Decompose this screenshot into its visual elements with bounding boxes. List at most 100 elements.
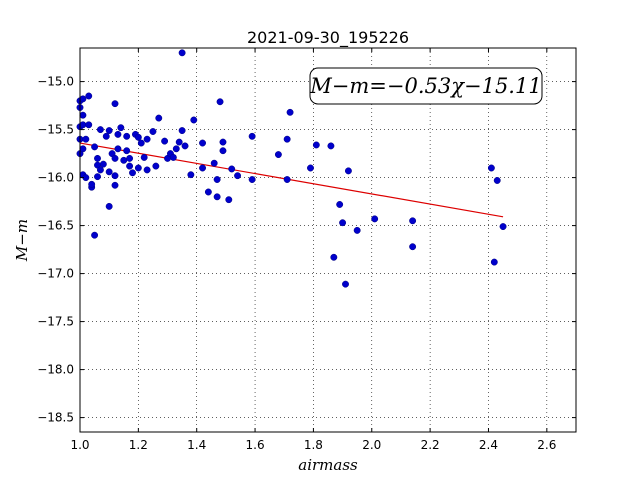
data-point [344, 167, 352, 175]
data-point [111, 181, 119, 189]
data-point [140, 153, 148, 161]
data-point [134, 164, 142, 172]
data-point [134, 133, 142, 141]
grid-lines [80, 48, 576, 432]
data-point [169, 153, 177, 161]
data-point [248, 132, 256, 140]
data-point [114, 145, 122, 153]
chart-title: 2021-09-30_195226 [247, 28, 409, 48]
data-point [96, 126, 104, 134]
y-tick-label: −17.5 [37, 315, 74, 329]
plot-background [80, 48, 576, 432]
data-point [105, 127, 113, 135]
data-point [283, 176, 291, 183]
data-point [307, 164, 314, 172]
data-point [85, 121, 93, 129]
data-point [94, 154, 101, 162]
data-point [105, 202, 113, 210]
data-point [219, 138, 227, 146]
y-tick-label: −18.0 [37, 363, 74, 377]
data-point [91, 231, 99, 239]
data-point [213, 176, 221, 183]
data-point [114, 130, 122, 138]
data-point [493, 177, 501, 184]
x-tick-label: 2.2 [421, 438, 440, 452]
y-tick-label: −16.5 [37, 219, 74, 233]
data-point [371, 215, 379, 223]
data-point [330, 253, 338, 261]
y-tick-label: −18.5 [37, 411, 74, 425]
data-point [204, 188, 212, 196]
data-point [409, 243, 417, 251]
data-point [117, 124, 125, 132]
annotation-box [309, 67, 543, 105]
data-point [161, 137, 169, 145]
x-tick-label: 1.2 [129, 438, 148, 452]
fit-equation: M−m=−0.53χ−15.11 [309, 74, 541, 98]
data-point [155, 114, 163, 122]
data-point [129, 169, 136, 177]
data-point [219, 147, 227, 155]
data-point [111, 154, 119, 162]
data-point [199, 164, 206, 172]
data-point [88, 180, 96, 188]
fit-line-group [79, 142, 504, 218]
data-point [79, 145, 87, 153]
data-point [79, 121, 87, 129]
x-tick-label: 1.6 [246, 438, 265, 452]
y-tick-label: −15.5 [37, 123, 74, 137]
data-point [210, 159, 218, 167]
data-point [312, 141, 320, 149]
data-point [409, 217, 417, 225]
fit-equation-box: M−m=−0.53χ−15.11 [309, 67, 543, 105]
data-point [123, 132, 131, 140]
data-point [499, 223, 507, 231]
data-point [487, 164, 495, 172]
data-point [94, 173, 101, 181]
data-point [336, 201, 344, 208]
data-point [79, 111, 87, 119]
x-tick-label: 2.6 [537, 438, 556, 452]
x-tick-label: 1.8 [304, 438, 323, 452]
data-point [234, 172, 242, 180]
x-tick-label: 2.0 [362, 438, 381, 452]
data-point [102, 132, 110, 140]
y-axis-label: M−m [13, 219, 31, 262]
data-point [96, 166, 104, 174]
data-point [85, 92, 93, 100]
data-point [181, 142, 189, 150]
data-point [216, 98, 224, 106]
data-point [327, 142, 335, 150]
data-point [353, 226, 361, 234]
x-tick-label: 2.4 [479, 438, 498, 452]
y-tick-label: −16.0 [37, 171, 74, 185]
data-point [187, 171, 195, 179]
plot-frame [79, 47, 577, 433]
axis-ticks: 1.0 1.2 1.4 1.6 1.8 2.0 2.2 2.4 2.6 −15.0 −15.5 −16… [37, 48, 576, 452]
data-point [99, 160, 107, 168]
data-point [342, 280, 349, 288]
data-point [172, 145, 180, 153]
fit-line [79, 142, 504, 218]
data-point [111, 100, 119, 108]
data-point [213, 193, 221, 201]
data-point [190, 116, 198, 124]
data-point [175, 138, 183, 146]
data-point [123, 147, 131, 155]
data-points [76, 49, 507, 288]
data-point [137, 139, 145, 147]
data-point [286, 108, 294, 116]
x-axis-label: airmass [298, 456, 358, 474]
data-point [339, 219, 347, 227]
data-point [274, 151, 282, 159]
data-point [126, 162, 134, 170]
data-point [105, 168, 113, 176]
data-point [248, 176, 256, 183]
data-point [178, 127, 186, 135]
data-point [149, 128, 157, 135]
data-point [126, 154, 134, 162]
data-point [283, 135, 291, 143]
data-point [143, 135, 151, 143]
y-tick-label: −15.0 [37, 75, 74, 89]
